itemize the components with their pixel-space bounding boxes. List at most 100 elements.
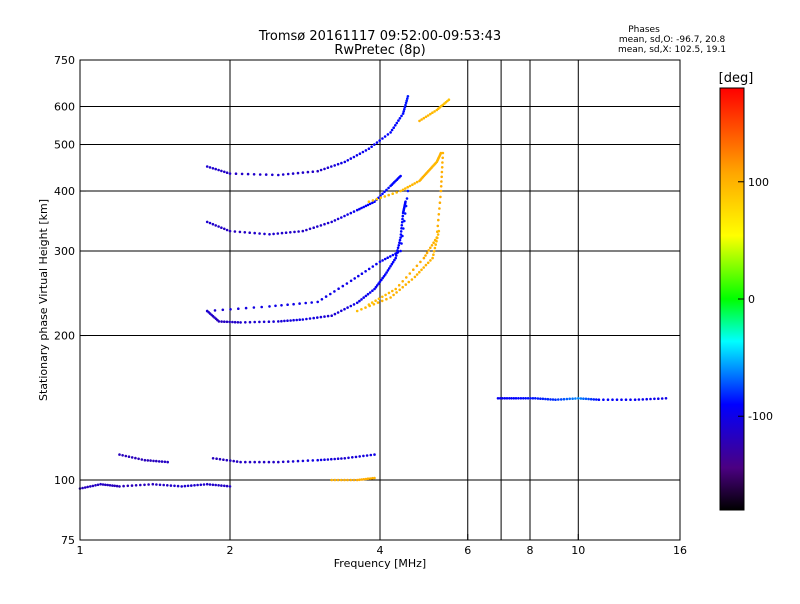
data-point — [383, 190, 386, 194]
data-point — [549, 398, 552, 401]
data-point — [427, 249, 431, 252]
chart-title-line1: Tromsø 20161117 09:52:00-09:53:43 — [258, 29, 501, 44]
data-point — [584, 397, 588, 401]
data-point — [214, 167, 217, 171]
data-point — [412, 268, 415, 272]
data-point — [371, 201, 374, 205]
data-point — [130, 456, 134, 459]
data-point — [223, 170, 226, 174]
data-point — [268, 305, 271, 308]
data-point — [536, 397, 540, 400]
data-point — [373, 476, 376, 480]
data-point — [248, 460, 252, 464]
data-point — [439, 195, 442, 199]
data-point — [316, 225, 319, 228]
data-point — [398, 288, 402, 292]
data-point — [343, 214, 346, 218]
data-point — [162, 483, 165, 487]
data-point — [149, 459, 152, 462]
data-point — [364, 294, 368, 298]
data-point — [277, 320, 280, 323]
data-point — [213, 309, 217, 312]
colorbar-tick-label: -100 — [748, 410, 773, 423]
data-point — [248, 231, 251, 234]
data-point — [104, 483, 107, 487]
data-point — [316, 316, 319, 319]
data-point — [240, 172, 244, 176]
data-point — [137, 457, 140, 461]
data-point — [432, 253, 435, 256]
data-point — [380, 278, 383, 282]
data-point — [611, 398, 614, 402]
data-point — [394, 252, 397, 255]
data-point — [375, 284, 379, 287]
data-point — [252, 306, 256, 309]
data-point — [81, 486, 84, 490]
data-point — [218, 457, 222, 461]
data-point — [134, 456, 137, 460]
data-point — [370, 145, 373, 148]
data-point — [368, 202, 372, 206]
data-point — [211, 222, 215, 226]
data-point — [404, 200, 407, 203]
data-point — [355, 208, 359, 212]
data-point — [413, 275, 417, 279]
data-point — [280, 304, 283, 307]
data-point — [231, 320, 234, 324]
data-point — [115, 484, 119, 488]
data-point — [222, 458, 225, 462]
data-point — [371, 265, 375, 268]
data-point — [205, 482, 209, 486]
data-point — [389, 255, 392, 258]
data-point — [382, 275, 386, 278]
data-point — [437, 218, 440, 222]
x-tick-label: 6 — [464, 544, 471, 557]
data-point — [180, 485, 183, 488]
data-point — [415, 180, 419, 184]
data-point — [276, 232, 280, 235]
data-point — [316, 300, 320, 304]
data-point — [286, 460, 290, 463]
data-point — [437, 213, 441, 216]
data-point — [562, 397, 566, 401]
data-point — [183, 484, 187, 488]
data-point — [400, 224, 404, 227]
data-point — [367, 147, 371, 150]
data-point — [106, 483, 109, 487]
data-point — [333, 164, 337, 167]
data-point — [345, 282, 349, 285]
data-point — [336, 162, 340, 166]
data-point — [358, 455, 362, 458]
data-point — [403, 108, 406, 111]
data-point — [362, 478, 366, 481]
data-point — [246, 172, 250, 176]
x-tick-label: 10 — [571, 544, 585, 557]
data-point — [238, 230, 242, 234]
data-point — [199, 483, 203, 487]
data-point — [376, 301, 380, 304]
data-point — [267, 460, 271, 464]
data-point — [323, 315, 326, 318]
data-point — [371, 289, 374, 293]
y-tick-label: 750 — [54, 54, 75, 67]
data-point — [419, 260, 422, 264]
data-point — [272, 232, 275, 236]
data-point — [404, 204, 408, 208]
data-point — [228, 485, 232, 488]
data-point — [320, 298, 324, 301]
data-point — [373, 143, 376, 146]
data-point — [229, 459, 232, 462]
data-point — [289, 231, 292, 234]
data-point — [405, 197, 409, 200]
data-point — [565, 397, 569, 401]
data-point — [424, 263, 428, 267]
data-point — [436, 224, 440, 228]
data-point — [373, 287, 376, 291]
data-point — [286, 319, 289, 323]
data-point — [217, 225, 220, 228]
data-point — [296, 459, 300, 463]
data-point — [418, 270, 421, 274]
data-point — [399, 236, 402, 239]
y-tick-label: 600 — [54, 101, 75, 114]
